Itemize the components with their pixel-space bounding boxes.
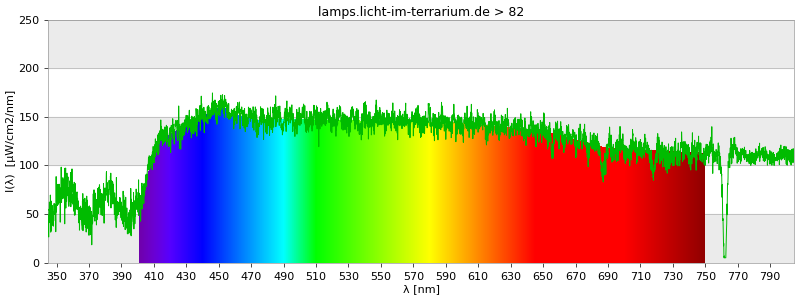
Title: lamps.licht-im-terrarium.de > 82: lamps.licht-im-terrarium.de > 82 [318, 6, 525, 19]
Bar [49, 117, 794, 166]
Bar [49, 20, 794, 68]
Y-axis label: I(λ)  [µW/cm2/nm]: I(λ) [µW/cm2/nm] [6, 90, 15, 192]
Bar [49, 214, 794, 262]
X-axis label: λ [nm]: λ [nm] [403, 284, 440, 294]
